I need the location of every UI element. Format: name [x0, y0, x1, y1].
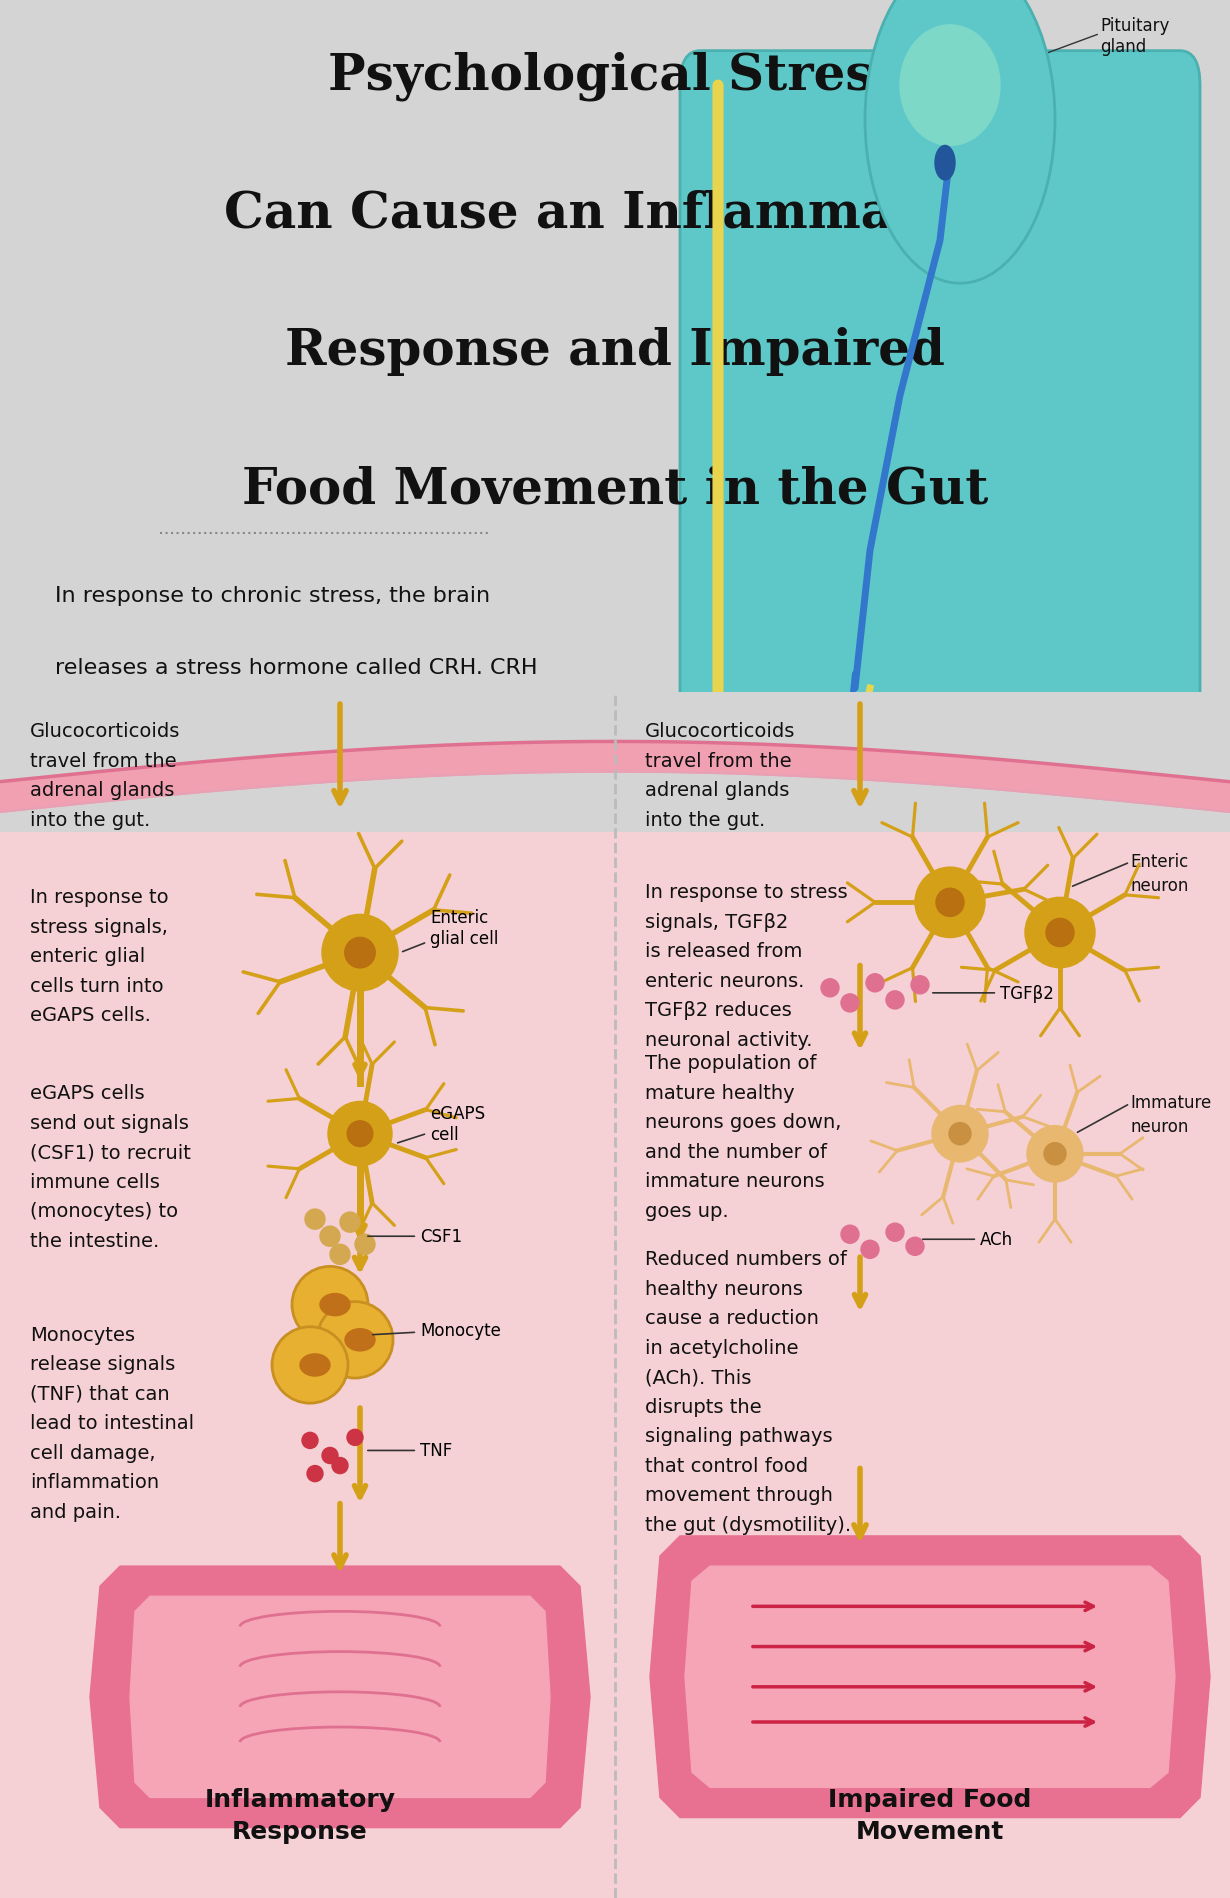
- Text: Glucocorticoids
travel from the
adrenal glands
into the gut.: Glucocorticoids travel from the adrenal …: [645, 721, 796, 829]
- Circle shape: [841, 1226, 859, 1243]
- Text: Response and Impaired: Response and Impaired: [285, 326, 945, 376]
- Text: Psychological Stress: Psychological Stress: [328, 51, 902, 101]
- Polygon shape: [649, 1535, 1210, 1818]
- Circle shape: [292, 1266, 368, 1344]
- Ellipse shape: [772, 938, 828, 1008]
- Circle shape: [272, 1327, 348, 1403]
- Text: Intestine (light and dark pink): Intestine (light and dark pink): [460, 1093, 777, 1152]
- Text: In response to
stress signals,
enteric glial
cells turn into
eGAPS cells.: In response to stress signals, enteric g…: [30, 888, 169, 1025]
- Circle shape: [1044, 1143, 1066, 1165]
- Circle shape: [886, 1224, 904, 1241]
- Ellipse shape: [705, 1029, 975, 1192]
- Circle shape: [303, 1433, 319, 1448]
- Circle shape: [932, 1107, 988, 1162]
- Circle shape: [317, 1302, 394, 1378]
- Circle shape: [936, 888, 964, 917]
- Circle shape: [915, 867, 985, 938]
- Text: In response to chronic stress, the brain: In response to chronic stress, the brain: [55, 585, 490, 605]
- Circle shape: [305, 1209, 325, 1230]
- Circle shape: [861, 1241, 879, 1258]
- Text: TGFβ2: TGFβ2: [932, 985, 1054, 1002]
- Text: Enteric
neuron: Enteric neuron: [1130, 852, 1188, 894]
- Circle shape: [911, 976, 929, 995]
- Circle shape: [866, 974, 884, 993]
- Circle shape: [332, 1458, 348, 1475]
- Text: Reduced numbers of
healthy neurons
cause a reduction
in acetylcholine
(ACh). Thi: Reduced numbers of healthy neurons cause…: [645, 1249, 851, 1534]
- Polygon shape: [685, 1566, 1175, 1788]
- Circle shape: [935, 146, 954, 180]
- Text: Adrenal
gland: Adrenal gland: [683, 841, 747, 881]
- Text: eGAPS
cell: eGAPS cell: [397, 1105, 485, 1143]
- Circle shape: [841, 995, 859, 1012]
- Circle shape: [347, 1429, 363, 1446]
- Circle shape: [328, 1103, 392, 1165]
- FancyBboxPatch shape: [680, 51, 1200, 1205]
- Text: Can Cause an Inflammatory: Can Cause an Inflammatory: [225, 190, 1005, 239]
- Ellipse shape: [780, 1076, 840, 1144]
- Circle shape: [344, 938, 375, 968]
- Ellipse shape: [344, 1329, 375, 1351]
- Circle shape: [1027, 1126, 1082, 1182]
- Text: Glucocorticoids
travel from the
adrenal glands
into the gut.: Glucocorticoids travel from the adrenal …: [30, 721, 181, 829]
- Text: Enteric
glial cell: Enteric glial cell: [402, 909, 498, 953]
- Text: another class of hormones (glucocorticoids).: another class of hormones (glucocorticoi…: [55, 875, 551, 894]
- Circle shape: [907, 1237, 924, 1256]
- Polygon shape: [90, 1566, 590, 1828]
- Text: causes the pituitary gland to stimulate the: causes the pituitary gland to stimulate …: [55, 731, 531, 750]
- Circle shape: [320, 1226, 339, 1247]
- Ellipse shape: [900, 27, 1000, 146]
- Text: CSF1: CSF1: [368, 1228, 462, 1245]
- Text: The two pathways shown in yellow (below): The two pathways shown in yellow (below): [55, 947, 534, 966]
- Text: Impaired Food
Movement: Impaired Food Movement: [828, 1788, 1032, 1843]
- Ellipse shape: [755, 974, 825, 1127]
- Circle shape: [886, 991, 904, 1010]
- Polygon shape: [130, 1596, 550, 1797]
- Text: Monocyte: Monocyte: [373, 1321, 501, 1340]
- Ellipse shape: [847, 947, 903, 1015]
- Text: In response to stress
signals, TGFβ2
is released from
enteric neurons.
TGFβ2 red: In response to stress signals, TGFβ2 is …: [645, 883, 847, 1050]
- Text: releases a stress hormone called CRH. CRH: releases a stress hormone called CRH. CR…: [55, 659, 538, 678]
- Text: outline what happens next.: outline what happens next.: [55, 1019, 359, 1040]
- Ellipse shape: [680, 1008, 1000, 1215]
- Circle shape: [950, 1124, 970, 1144]
- Text: Immature
neuron: Immature neuron: [1130, 1093, 1212, 1135]
- Ellipse shape: [300, 1353, 330, 1376]
- Circle shape: [820, 979, 839, 996]
- Ellipse shape: [840, 1059, 900, 1127]
- Text: adrenal glands on the kidneys to release: adrenal glands on the kidneys to release: [55, 803, 509, 822]
- Ellipse shape: [320, 1294, 351, 1315]
- Circle shape: [1046, 919, 1074, 947]
- Circle shape: [339, 1213, 360, 1232]
- Text: Food Movement in the Gut: Food Movement in the Gut: [242, 465, 988, 514]
- Text: Monocytes
release signals
(TNF) that can
lead to intestinal
cell damage,
inflamm: Monocytes release signals (TNF) that can…: [30, 1325, 194, 1520]
- Text: ACh: ACh: [922, 1230, 1014, 1249]
- Circle shape: [308, 1465, 323, 1482]
- Text: eGAPS cells
send out signals
(CSF1) to recruit
immune cells
(monocytes) to
the i: eGAPS cells send out signals (CSF1) to r…: [30, 1084, 191, 1251]
- Circle shape: [322, 915, 399, 991]
- Ellipse shape: [850, 981, 920, 1137]
- Circle shape: [355, 1234, 375, 1255]
- Bar: [0, 693, 1230, 833]
- Circle shape: [322, 1448, 338, 1463]
- Ellipse shape: [820, 1103, 879, 1171]
- Circle shape: [1025, 898, 1095, 968]
- Circle shape: [347, 1122, 373, 1146]
- Circle shape: [950, 0, 1030, 34]
- Text: Inflammatory
Response: Inflammatory Response: [204, 1788, 396, 1843]
- Circle shape: [865, 0, 1055, 285]
- Text: Kidney: Kidney: [980, 938, 1037, 957]
- Text: TNF: TNF: [368, 1442, 453, 1460]
- Circle shape: [330, 1245, 351, 1264]
- Text: The population of
mature healthy
neurons goes down,
and the number of
immature n: The population of mature healthy neurons…: [645, 1053, 841, 1220]
- Text: Pituitary
gland: Pituitary gland: [1100, 17, 1170, 57]
